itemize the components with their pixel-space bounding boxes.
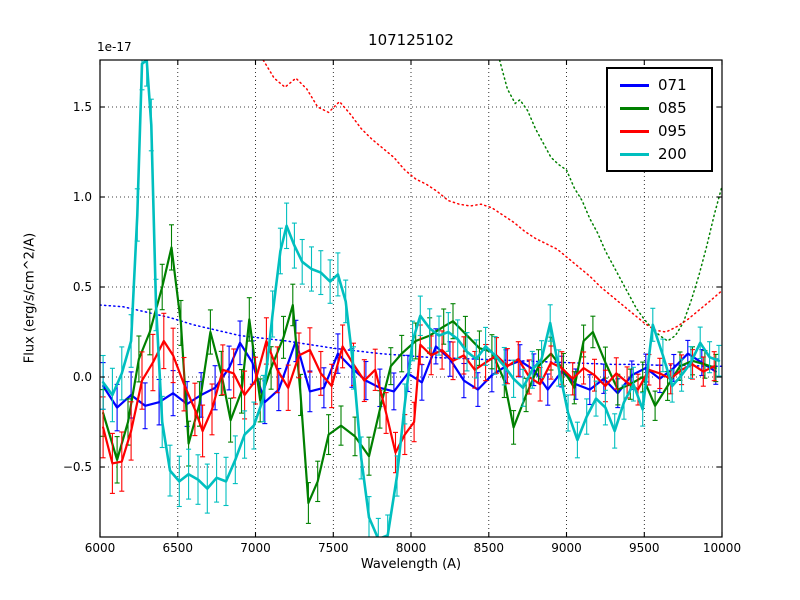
y-tick-label: −0.5 xyxy=(62,460,92,474)
y-tick-label: 1.0 xyxy=(72,190,92,204)
legend-line-swatch xyxy=(620,130,649,133)
legend-line-swatch xyxy=(620,84,649,87)
x-tick-label: 9000 xyxy=(551,541,582,555)
legend-entry-095: 095 xyxy=(620,120,711,143)
series-line-200 xyxy=(101,60,721,537)
noise-curve-071-noise xyxy=(100,304,722,367)
legend-label: 095 xyxy=(658,122,687,140)
legend-line-swatch xyxy=(620,107,649,110)
x-tick-label: 6500 xyxy=(162,541,194,555)
series-line-085 xyxy=(102,246,717,505)
legend: 071 085 095 200 xyxy=(606,67,713,172)
legend-line-swatch xyxy=(620,153,649,156)
y-tick-label: 0.0 xyxy=(72,370,92,384)
y-tick-label: 0.5 xyxy=(72,280,92,294)
legend-label: 085 xyxy=(658,99,687,117)
series-line-095 xyxy=(102,339,716,465)
chart-title: 107125102 xyxy=(368,31,454,49)
x-tick-label: 7500 xyxy=(318,541,349,555)
data-region xyxy=(100,60,722,537)
noise-curve-085-noise xyxy=(498,60,722,342)
y-tick-label: 1.5 xyxy=(72,100,92,114)
y-axis-offset-text: 1e-17 xyxy=(97,40,132,54)
x-tick-label: 9500 xyxy=(629,541,660,555)
tick-marks xyxy=(99,60,723,537)
noise-curve-095-noise xyxy=(262,60,722,333)
legend-entry-071: 071 xyxy=(620,74,711,97)
legend-label: 200 xyxy=(658,145,687,163)
x-tick-label: 8000 xyxy=(395,541,427,555)
x-tick-label: 8500 xyxy=(473,541,505,555)
legend-entry-200: 200 xyxy=(620,143,711,166)
x-tick-label: 7000 xyxy=(240,541,271,555)
x-axis-label: Wavelength (A) xyxy=(360,557,462,572)
x-tick-label: 10000 xyxy=(702,541,742,555)
legend-label: 071 xyxy=(658,76,687,94)
y-axis-label: Flux (erg/s/cm^2/A) xyxy=(22,232,38,364)
x-tick-label: 6000 xyxy=(84,541,116,555)
legend-entry-085: 085 xyxy=(620,97,711,120)
